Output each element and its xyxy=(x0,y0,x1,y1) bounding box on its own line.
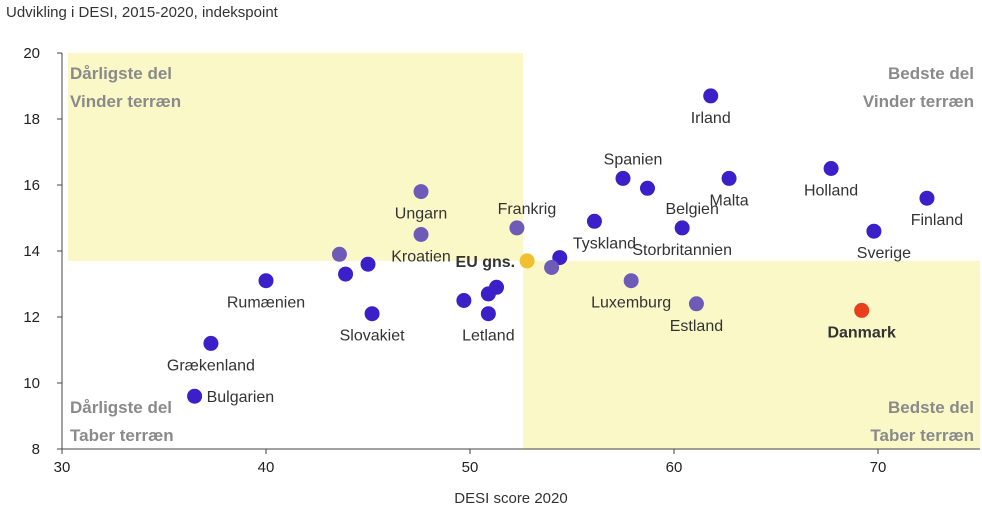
data-point xyxy=(866,223,882,239)
point-label: Kroatien xyxy=(391,249,451,266)
x-axis-title: DESI score 2020 xyxy=(454,490,567,507)
point-label: Sverige xyxy=(857,245,911,262)
y-tick-label: 10 xyxy=(23,375,40,392)
point-label: Finland xyxy=(911,212,963,229)
x-tick-label: 40 xyxy=(258,459,275,476)
x-tick-label: 70 xyxy=(870,459,887,476)
data-point xyxy=(480,306,496,322)
data-point xyxy=(823,161,839,176)
x-tick-label: 30 xyxy=(54,459,71,476)
data-point xyxy=(639,180,655,196)
y-tick-label: 8 xyxy=(32,441,40,458)
chart-title: Udvikling i DESI, 2015-2020, indekspoint xyxy=(6,4,278,21)
data-point xyxy=(552,250,568,266)
point-label: Tyskland xyxy=(573,235,636,252)
data-point xyxy=(258,273,274,289)
data-point xyxy=(615,170,631,186)
point-label: Slovakiet xyxy=(340,328,405,345)
quadrant-label-bottom-right: Bedste del xyxy=(888,398,974,417)
quadrant-top-left-fill xyxy=(68,53,524,261)
point-label: Belgien xyxy=(665,201,718,218)
data-point xyxy=(364,306,380,322)
point-label: Malta xyxy=(710,192,749,209)
point-label: Rumænien xyxy=(227,295,305,312)
y-tick-label: 18 xyxy=(23,111,40,128)
point-label: Bulgarien xyxy=(207,389,275,406)
point-label: Spanien xyxy=(604,151,663,168)
data-point xyxy=(203,335,219,351)
y-tick-label: 16 xyxy=(23,177,40,194)
x-tick-label: 60 xyxy=(666,459,683,476)
y-tick-label: 20 xyxy=(23,45,40,62)
data-point xyxy=(413,184,429,200)
point-label: Estland xyxy=(670,318,723,335)
quadrant-bottom-right-fill xyxy=(523,260,980,449)
point-label: Frankrig xyxy=(498,201,557,218)
data-point xyxy=(854,302,870,318)
data-point xyxy=(489,279,505,295)
data-point xyxy=(456,293,472,308)
data-point xyxy=(703,88,719,104)
point-label: Ungarn xyxy=(395,206,447,223)
point-label: Danmark xyxy=(827,324,896,341)
quadrant-label-bottom-left: Dårligste del xyxy=(70,398,172,417)
quadrant-label-top-left: Dårligste del xyxy=(70,64,172,83)
data-point xyxy=(413,227,429,242)
quadrant-label-bottom-right: Taber terræn xyxy=(870,426,974,445)
point-label: Holland xyxy=(804,183,858,200)
data-point xyxy=(509,220,525,236)
data-point xyxy=(331,246,347,262)
point-label: Grækenland xyxy=(167,357,255,374)
data-point xyxy=(338,266,354,282)
data-point xyxy=(674,220,690,236)
point-label: Luxemburg xyxy=(591,295,671,312)
data-point xyxy=(360,256,376,272)
point-label: Storbritannien xyxy=(632,242,732,259)
data-point xyxy=(623,273,639,289)
point-label: EU gns. xyxy=(456,254,516,271)
data-point xyxy=(721,170,737,186)
data-point xyxy=(688,296,704,312)
y-tick-label: 14 xyxy=(23,243,40,260)
point-label: Irland xyxy=(691,110,731,127)
data-point xyxy=(919,190,935,206)
quadrant-label-top-right: Vinder terræn xyxy=(863,92,974,111)
y-tick-label: 12 xyxy=(23,309,40,326)
data-point xyxy=(519,253,535,269)
x-tick-label: 50 xyxy=(462,459,479,476)
quadrant-label-bottom-left: Taber terræn xyxy=(70,426,174,445)
point-label: Letland xyxy=(462,328,515,345)
quadrant-label-top-right: Bedste del xyxy=(888,64,974,83)
data-point xyxy=(544,260,560,275)
data-point xyxy=(586,213,602,229)
data-point xyxy=(187,388,203,404)
quadrant-label-top-left: Vinder terræn xyxy=(70,92,181,111)
